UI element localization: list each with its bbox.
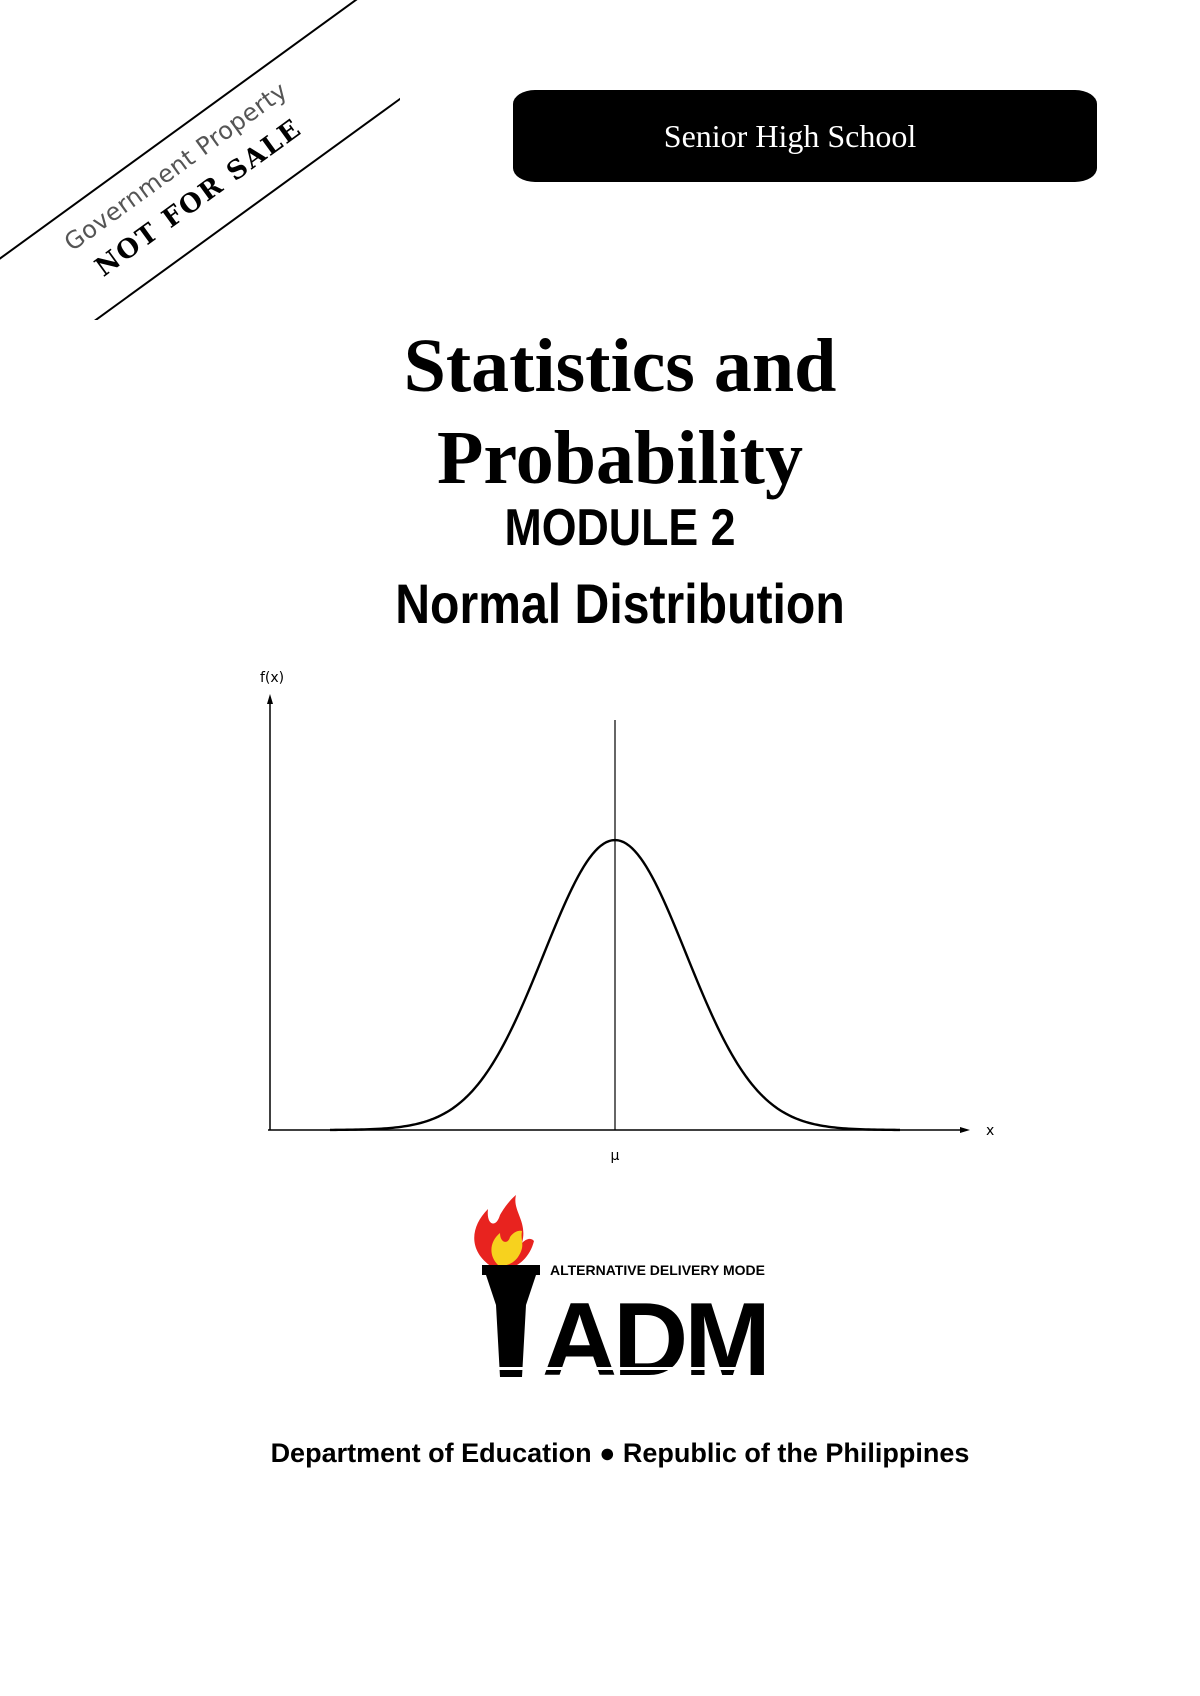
logo-tagline: ALTERNATIVE DELIVERY MODE [550, 1262, 765, 1278]
government-property-ribbon: Government Property NOT FOR SALE [0, 0, 400, 320]
ribbon-band: Government Property NOT FOR SALE [0, 0, 400, 320]
y-axis-arrow [267, 694, 273, 704]
torch-handle [486, 1275, 536, 1377]
document-title: Statistics and Probability [0, 320, 1200, 504]
footer-publisher: Department of Education ● Republic of th… [270, 1438, 970, 1468]
x-axis-label: x [986, 1123, 994, 1139]
normal-distribution-chart: f(x) x μ [250, 660, 1000, 1180]
x-tick-label-mu: μ [611, 1148, 620, 1164]
banner-label: Senior High School [663, 117, 917, 154]
torch-cup [482, 1265, 540, 1275]
series-line [329, 838, 901, 1132]
logo-stripe-1 [480, 1367, 740, 1370]
senior-high-school-banner: Senior High School [513, 90, 1097, 182]
title-line-1: Statistics and [403, 324, 837, 408]
flame-inner [491, 1230, 523, 1266]
x-axis-arrow [960, 1127, 970, 1133]
module-topic: Normal Distribution [395, 572, 845, 635]
module-number: MODULE 2 [504, 499, 736, 557]
title-line-2: Probability [437, 416, 803, 500]
logo-letters: ADM [542, 1282, 767, 1395]
ribbon-government-property-text: Government Property [59, 76, 293, 257]
y-axis-label: f(x) [260, 670, 284, 686]
adm-logo: ALTERNATIVE DELIVERY MODE ADM [460, 1195, 780, 1395]
chart-svg: f(x) x μ [260, 670, 994, 1164]
adm-logo-graphic: ALTERNATIVE DELIVERY MODE ADM [474, 1195, 771, 1395]
ribbon-not-for-sale-text: NOT FOR SALE [89, 113, 308, 284]
